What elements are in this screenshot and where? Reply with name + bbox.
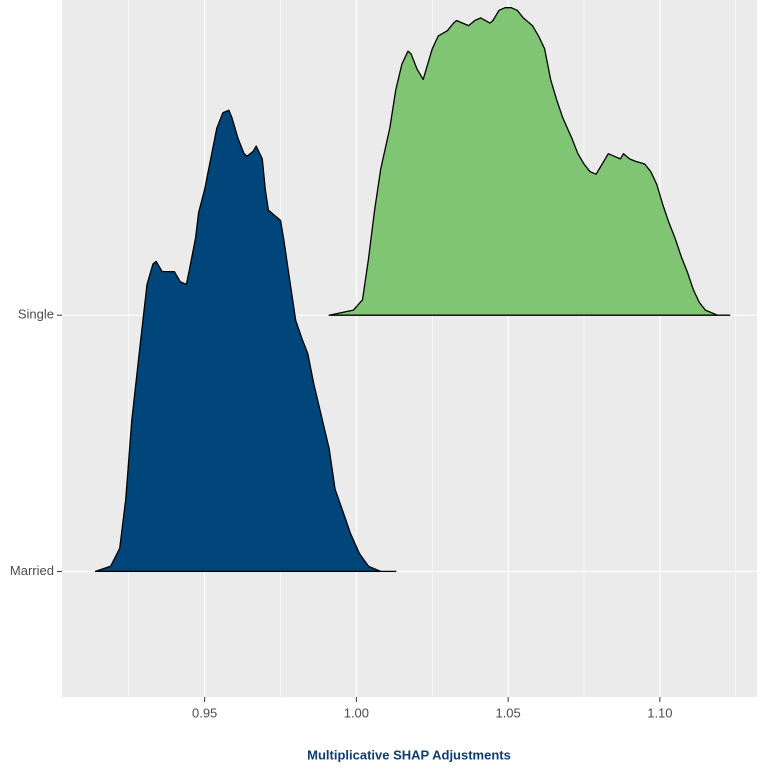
- x-tick-label: 0.95: [192, 705, 217, 720]
- x-tick-label: 1.10: [647, 705, 672, 720]
- x-axis-title: Multiplicative SHAP Adjustments: [307, 747, 511, 762]
- density-area: [328, 7, 731, 316]
- x-tick-label: 1.00: [344, 705, 369, 720]
- y-tick-label: Married: [10, 563, 54, 578]
- density-area: [94, 109, 397, 573]
- y-tick-label: Single: [18, 307, 54, 322]
- x-tick-label: 1.05: [495, 705, 520, 720]
